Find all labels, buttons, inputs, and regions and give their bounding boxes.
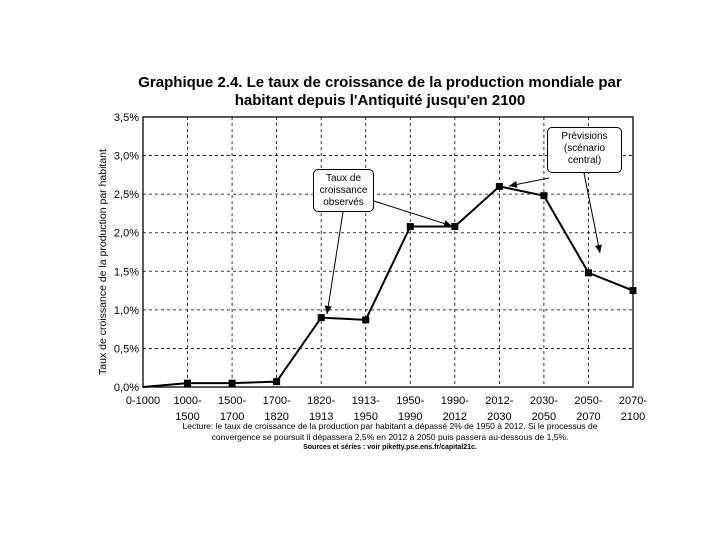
x-tick-label: 1820 [264, 411, 288, 423]
data-point [184, 379, 192, 387]
data-point [451, 223, 459, 231]
x-tick-label: 1990- [441, 395, 469, 407]
x-tick-label: 2012 [443, 411, 467, 423]
x-tick-label: 2030- [530, 395, 558, 407]
data-point [406, 223, 414, 231]
arrow-line [583, 172, 601, 254]
callout-forecast-line3: central) [567, 155, 602, 166]
callout-observed: Taux de croissance observés [313, 169, 374, 212]
chart-title: Graphique 2.4. Le taux de croissance de … [100, 74, 660, 110]
chart-title-line2: habitant depuis l'Antiquité jusqu'en 210… [234, 92, 526, 109]
x-tick-label: 2100 [621, 411, 645, 423]
data-point [317, 314, 325, 322]
chart-title-line1: Graphique 2.4. Le taux de croissance de … [138, 74, 622, 91]
y-tick-label: 2,0% [114, 228, 139, 240]
sources-note: Sources et séries : voir piketty.pse.ens… [303, 444, 477, 451]
x-tick-label: 2012- [485, 395, 513, 407]
y-tick-label: 3,0% [114, 151, 139, 163]
x-tick-label: 0-1000 [126, 395, 160, 407]
data-point [629, 287, 637, 295]
x-tick-label: 1950- [396, 395, 424, 407]
x-tick-label: 2050 [532, 411, 556, 423]
x-tick-label: 2070 [576, 411, 600, 423]
x-tick-label: 2050- [574, 395, 602, 407]
x-tick-label: 1820- [307, 395, 335, 407]
x-tick-label: 1700- [263, 395, 291, 407]
callout-arrows [324, 172, 602, 315]
callout-observed-line1: Taux de [325, 173, 362, 184]
x-tick-label: 1990 [398, 411, 422, 423]
y-tick-label: 2,5% [114, 189, 139, 201]
arrow-head [509, 180, 518, 188]
x-tick-label: 1913 [309, 411, 333, 423]
lecture-note: Lecture: le taux de croissance de la pro… [182, 421, 598, 442]
arrow-line [373, 200, 453, 227]
y-tick-label: 1,0% [114, 305, 139, 317]
x-tick-label: 2070- [619, 395, 647, 407]
x-tick-label: 1700 [220, 411, 244, 423]
callout-forecast-line2: (scénario [563, 143, 606, 154]
plot-frame [142, 116, 634, 388]
arrow-line [326, 211, 344, 315]
y-axis-label: Taux de croissance de la production par … [97, 149, 109, 375]
arrow-head [443, 220, 452, 227]
callout-forecast-line1: Prévisions [561, 131, 608, 142]
x-tick-label: 1913- [352, 395, 380, 407]
y-tick-label: 0,5% [114, 343, 139, 355]
data-point [495, 182, 503, 190]
x-tick-label: 1000- [173, 395, 201, 407]
data-point [362, 316, 370, 324]
callout-observed-line2: croissance [319, 185, 368, 196]
x-axis-ticks: 0-1000 1000- 1500 1500- 1700 1700- 1820 1820- 19… [126, 395, 648, 423]
arrow-head [324, 305, 332, 314]
y-tick-label: 1,5% [114, 266, 139, 278]
x-tick-label: 1500- [218, 395, 246, 407]
data-point [228, 379, 236, 387]
arrow-head [594, 244, 602, 253]
y-tick-label: 0,0% [114, 382, 139, 394]
y-axis-ticks: 0,0% 0,5% 1,0% 1,5% 2,0% 2,5% 3,0% 3,5% [114, 112, 139, 394]
data-point [540, 192, 548, 200]
y-tick-label: 3,5% [114, 112, 139, 124]
x-tick-label: 1500 [175, 411, 199, 423]
callout-forecast: Prévisions (scénario central) [547, 127, 622, 173]
x-tick-label: 2030 [487, 411, 511, 423]
data-point [273, 378, 281, 386]
data-point [584, 269, 592, 277]
callout-observed-line3: observés [323, 197, 364, 208]
x-tick-label: 1950 [353, 411, 377, 423]
series-line [142, 185, 634, 388]
series-markers [184, 182, 637, 387]
